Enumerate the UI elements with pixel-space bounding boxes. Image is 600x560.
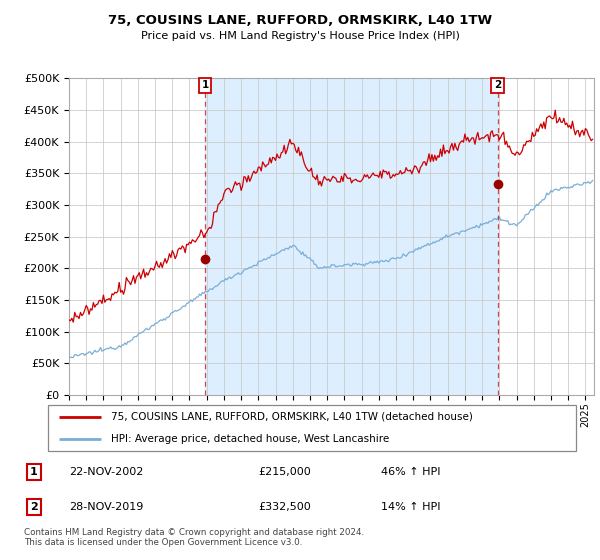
Text: 14% ↑ HPI: 14% ↑ HPI <box>381 502 440 512</box>
Text: HPI: Average price, detached house, West Lancashire: HPI: Average price, detached house, West… <box>112 434 389 444</box>
Text: 75, COUSINS LANE, RUFFORD, ORMSKIRK, L40 1TW: 75, COUSINS LANE, RUFFORD, ORMSKIRK, L40… <box>108 14 492 27</box>
Text: £332,500: £332,500 <box>259 502 311 512</box>
Text: £215,000: £215,000 <box>259 467 311 477</box>
Text: 2: 2 <box>30 502 38 512</box>
Text: Contains HM Land Registry data © Crown copyright and database right 2024.
This d: Contains HM Land Registry data © Crown c… <box>24 528 364 548</box>
Text: Price paid vs. HM Land Registry's House Price Index (HPI): Price paid vs. HM Land Registry's House … <box>140 31 460 41</box>
Text: 28-NOV-2019: 28-NOV-2019 <box>68 502 143 512</box>
Text: 2: 2 <box>494 80 501 90</box>
Text: 46% ↑ HPI: 46% ↑ HPI <box>381 467 440 477</box>
Bar <box>205 78 497 395</box>
Text: 1: 1 <box>30 467 38 477</box>
Text: 22-NOV-2002: 22-NOV-2002 <box>68 467 143 477</box>
Text: 75, COUSINS LANE, RUFFORD, ORMSKIRK, L40 1TW (detached house): 75, COUSINS LANE, RUFFORD, ORMSKIRK, L40… <box>112 412 473 422</box>
Text: 1: 1 <box>202 80 209 90</box>
FancyBboxPatch shape <box>48 405 576 451</box>
